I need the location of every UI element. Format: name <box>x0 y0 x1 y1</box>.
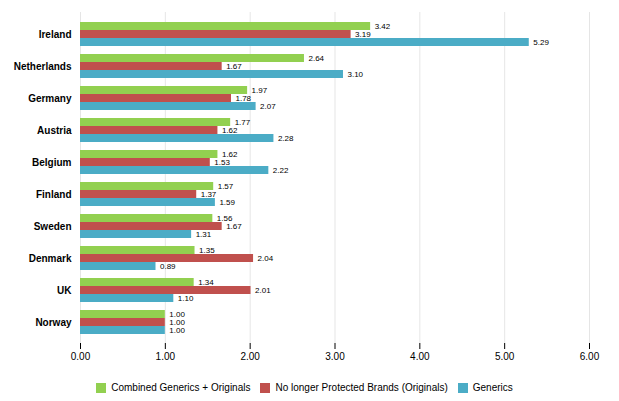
svg-text:3.10: 3.10 <box>347 70 363 79</box>
svg-text:3.00: 3.00 <box>325 351 345 362</box>
svg-text:1.59: 1.59 <box>219 198 235 207</box>
svg-text:1.00: 1.00 <box>169 318 185 328</box>
svg-text:Norway: Norway <box>35 317 72 328</box>
svg-text:1.34: 1.34 <box>198 278 214 287</box>
svg-text:1.31: 1.31 <box>196 230 212 239</box>
html-text:Generics: Generics <box>472 382 513 393</box>
svg-text:0.00: 0.00 <box>71 351 91 362</box>
svg-text:UK: UK <box>57 285 72 296</box>
svg-text:1.00: 1.00 <box>169 310 185 320</box>
svg-text:3.19: 3.19 <box>355 30 371 39</box>
svg-text:2.01: 2.01 <box>255 286 271 295</box>
svg-text:5.29: 5.29 <box>533 38 549 47</box>
svg-text:2.04: 2.04 <box>258 254 274 263</box>
svg-text:1.37: 1.37 <box>201 190 217 199</box>
svg-text:Germany: Germany <box>28 93 72 104</box>
svg-text:1.35: 1.35 <box>199 246 215 255</box>
svg-text:0.89: 0.89 <box>160 262 176 271</box>
svg-text:1.62: 1.62 <box>222 126 238 135</box>
svg-text:1.67: 1.67 <box>226 62 242 71</box>
svg-text:1.67: 1.67 <box>226 222 242 231</box>
svg-text:1.56: 1.56 <box>216 214 233 224</box>
svg-text:Belgium: Belgium <box>32 157 72 168</box>
svg-text:1.62: 1.62 <box>221 150 238 160</box>
svg-text:Denmark: Denmark <box>29 253 72 264</box>
svg-text:4.00: 4.00 <box>410 351 430 362</box>
svg-text:1.10: 1.10 <box>178 294 194 303</box>
svg-text:1.97: 1.97 <box>252 86 268 95</box>
svg-text:6.00: 6.00 <box>580 351 600 362</box>
svg-text:2.64: 2.64 <box>308 54 324 63</box>
svg-text:1.00: 1.00 <box>169 326 185 335</box>
svg-text:1.77: 1.77 <box>234 118 251 128</box>
svg-text:2.07: 2.07 <box>260 102 276 111</box>
svg-text:Netherlands: Netherlands <box>14 61 72 72</box>
svg-text:Ireland: Ireland <box>39 29 72 40</box>
svg-text:Finland: Finland <box>36 189 72 200</box>
svg-text:3.42: 3.42 <box>375 22 391 31</box>
svg-text:2.22: 2.22 <box>273 166 289 175</box>
svg-text:1.53: 1.53 <box>214 158 230 167</box>
svg-text:1.78: 1.78 <box>236 94 252 103</box>
svg-text:5.00: 5.00 <box>495 351 515 362</box>
html-text:Combined Generics + Originals: Combined Generics + Originals <box>111 382 251 393</box>
svg-text:Sweden: Sweden <box>34 221 72 232</box>
svg-text:2.00: 2.00 <box>240 351 260 362</box>
html-text:No longer Protected Brands (Or: No longer Protected Brands (Originals) <box>275 382 448 393</box>
svg-text:2.28: 2.28 <box>278 134 294 143</box>
svg-text:1.00: 1.00 <box>156 351 176 362</box>
svg-text:Austria: Austria <box>37 125 72 136</box>
svg-text:1.57: 1.57 <box>218 182 234 191</box>
